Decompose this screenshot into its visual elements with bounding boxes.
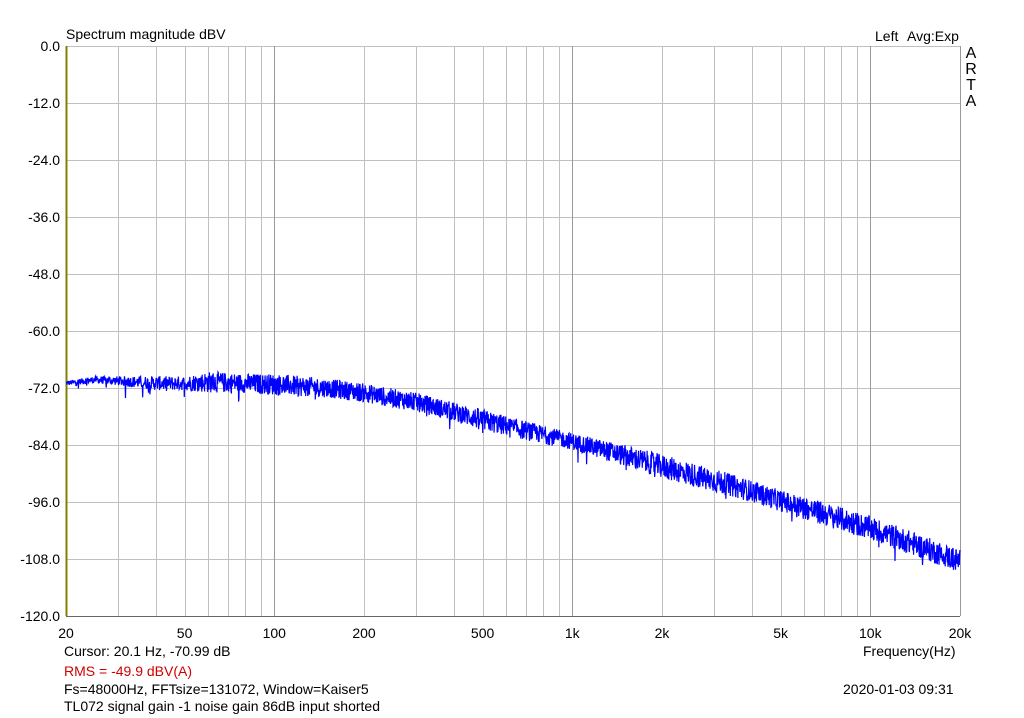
measurement-description: TL072 signal gain -1 noise gain 86dB inp… <box>64 698 380 714</box>
x-tick-label: 50 <box>177 625 193 641</box>
brand-letter: A <box>965 93 977 110</box>
channel-label: Left <box>875 28 899 44</box>
y-tick-label: 0.0 <box>41 38 61 54</box>
cursor-readout: Cursor: 20.1 Hz, -70.99 dB <box>64 643 231 659</box>
y-tick-label: -12.0 <box>28 95 60 111</box>
y-tick-label: -96.0 <box>28 494 60 510</box>
x-axis-label: Frequency(Hz) <box>863 643 956 659</box>
grid <box>66 46 960 617</box>
y-tick-label: -108.0 <box>20 551 60 567</box>
brand-vertical-label: A R T A <box>964 46 978 110</box>
y-tick-label: -24.0 <box>28 152 60 168</box>
brand-letter: A <box>965 45 977 62</box>
y-tick-label: -48.0 <box>28 266 60 282</box>
x-tick-label: 500 <box>471 625 495 641</box>
x-tick-label: 20k <box>949 625 973 641</box>
spectrum-trace-layer <box>65 370 961 570</box>
averaging-label: Avg:Exp <box>907 28 959 44</box>
y-tick-label: -36.0 <box>28 209 60 225</box>
y-tick-label: -120.0 <box>20 608 60 624</box>
y-tick-label: -60.0 <box>28 323 60 339</box>
x-tick-label: 1k <box>565 625 581 641</box>
fft-info: Fs=48000Hz, FFTsize=131072, Window=Kaise… <box>64 681 369 697</box>
axes <box>65 46 961 617</box>
spectrum-trace <box>65 370 961 570</box>
brand-letter: T <box>966 77 976 94</box>
chart-title: Spectrum magnitude dBV <box>66 26 226 42</box>
tick-labels: 0.0 -12.0 -24.0 -36.0 -48.0 -60.0 -72.0 -84.0 -9… <box>20 38 972 641</box>
y-tick-label: -84.0 <box>28 437 60 453</box>
x-tick-label: 2k <box>655 625 671 641</box>
timestamp: 2020-01-03 09:31 <box>843 681 954 697</box>
brand-letter: R <box>965 61 977 78</box>
x-tick-label: 100 <box>263 625 287 641</box>
x-tick-label: 20 <box>58 625 74 641</box>
rms-readout: RMS = -49.9 dBV(A) <box>64 663 192 679</box>
x-tick-label: 10k <box>859 625 883 641</box>
x-tick-label: 200 <box>352 625 376 641</box>
x-tick-label: 5k <box>773 625 789 641</box>
y-tick-label: -72.0 <box>28 380 60 396</box>
